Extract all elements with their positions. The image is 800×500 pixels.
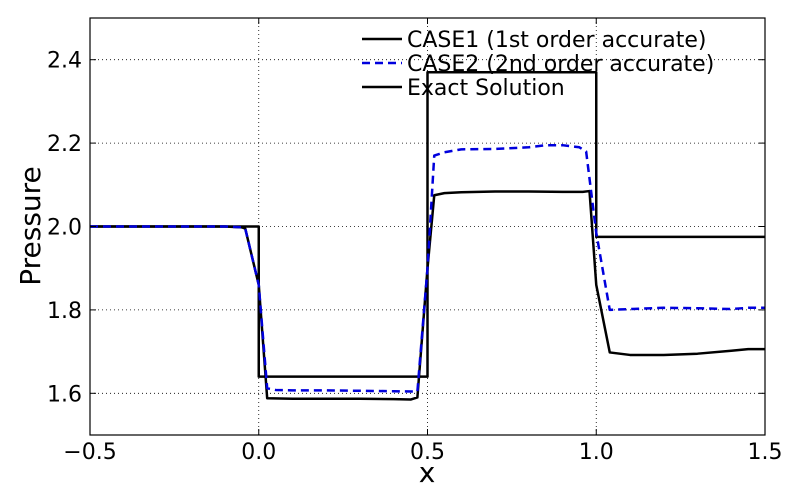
x-tick-label: 0.5 [410, 440, 445, 465]
x-tick-label: −0.5 [63, 440, 116, 465]
ticks: −0.5 0.0 0.5 1.0 1.5 1.6 1.8 2.0 2.2 2.4 [47, 18, 783, 465]
x-tick-label: 0.0 [241, 440, 276, 465]
series-line-3 [90, 70, 765, 378]
legend-label: CASE2 (2nd order accurate) [407, 52, 714, 77]
series-layer [90, 70, 765, 401]
y-tick-label: 2.4 [47, 49, 82, 74]
y-tick-label: 1.8 [47, 299, 82, 324]
y-tick-label: 2.2 [47, 132, 82, 157]
x-tick-label: 1.5 [748, 440, 783, 465]
y-tick-label: 2.0 [47, 216, 82, 241]
y-tick-label: 1.6 [47, 382, 82, 407]
legend-label: Exact Solution [407, 76, 565, 101]
x-tick-label: 1.0 [579, 440, 614, 465]
y-axis-label: Pressure [14, 166, 47, 286]
series-line-2 [90, 143, 765, 393]
legend: CASE1 (1st order accurate)CASE2 (2nd ord… [362, 28, 714, 101]
legend-label: CASE1 (1st order accurate) [407, 28, 706, 53]
x-axis-label: x [419, 456, 436, 489]
